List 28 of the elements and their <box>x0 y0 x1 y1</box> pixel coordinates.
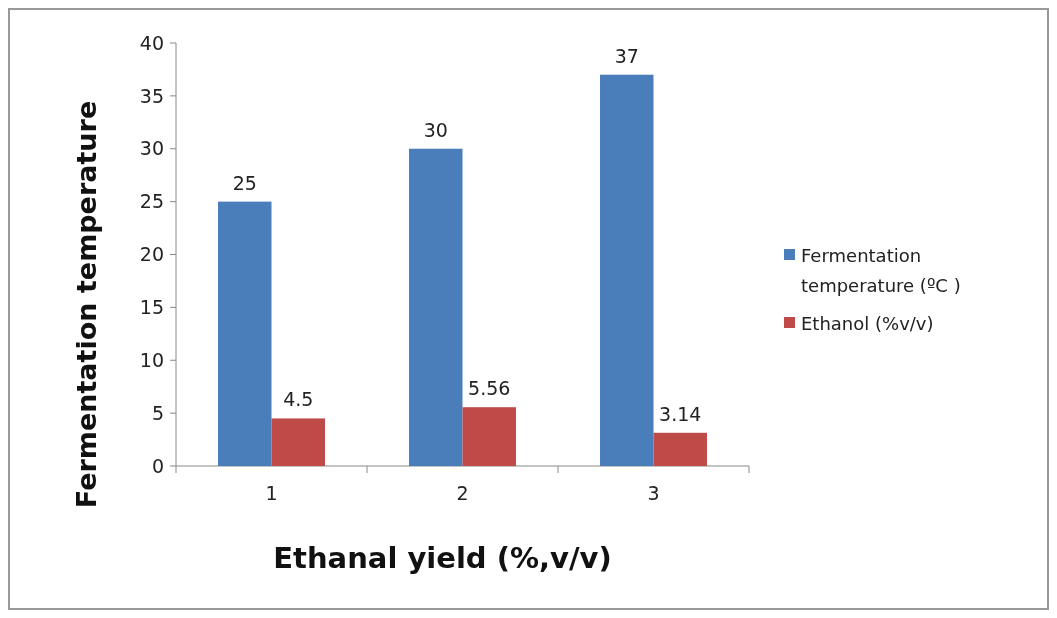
data-label: 4.5 <box>283 388 314 411</box>
bar <box>218 201 272 466</box>
bar <box>600 74 654 466</box>
bar <box>653 432 707 466</box>
bar <box>271 418 325 466</box>
y-tick-label: 20 <box>139 243 164 266</box>
x-axis-title: Ethanal yield (%,v/v) <box>273 541 612 575</box>
x-tick-label: 2 <box>456 482 469 504</box>
bar <box>409 148 463 466</box>
data-label: 37 <box>614 44 639 67</box>
y-tick-label: 25 <box>139 190 164 213</box>
y-tick-label: 5 <box>151 401 164 424</box>
data-label: 5.56 <box>468 377 511 400</box>
data-label: 30 <box>423 118 448 141</box>
y-tick-label: 30 <box>139 137 164 160</box>
y-tick-label: 10 <box>139 348 164 371</box>
x-tick-label: 3 <box>647 482 660 504</box>
legend-label: Ethanol (%v/v) <box>801 313 934 335</box>
y-tick-label: 0 <box>151 454 164 477</box>
x-tick-label: 1 <box>265 482 278 504</box>
y-axis-title: Fermentation temperature <box>71 100 102 509</box>
bar <box>462 407 516 466</box>
data-label: 25 <box>232 171 257 194</box>
y-tick-label: 40 <box>139 31 164 54</box>
y-tick-label: 15 <box>139 296 164 319</box>
y-tick-label: 35 <box>139 84 164 107</box>
legend-label: Fermentation temperature (ºC ) <box>801 245 961 297</box>
data-label: 3.14 <box>659 402 702 425</box>
